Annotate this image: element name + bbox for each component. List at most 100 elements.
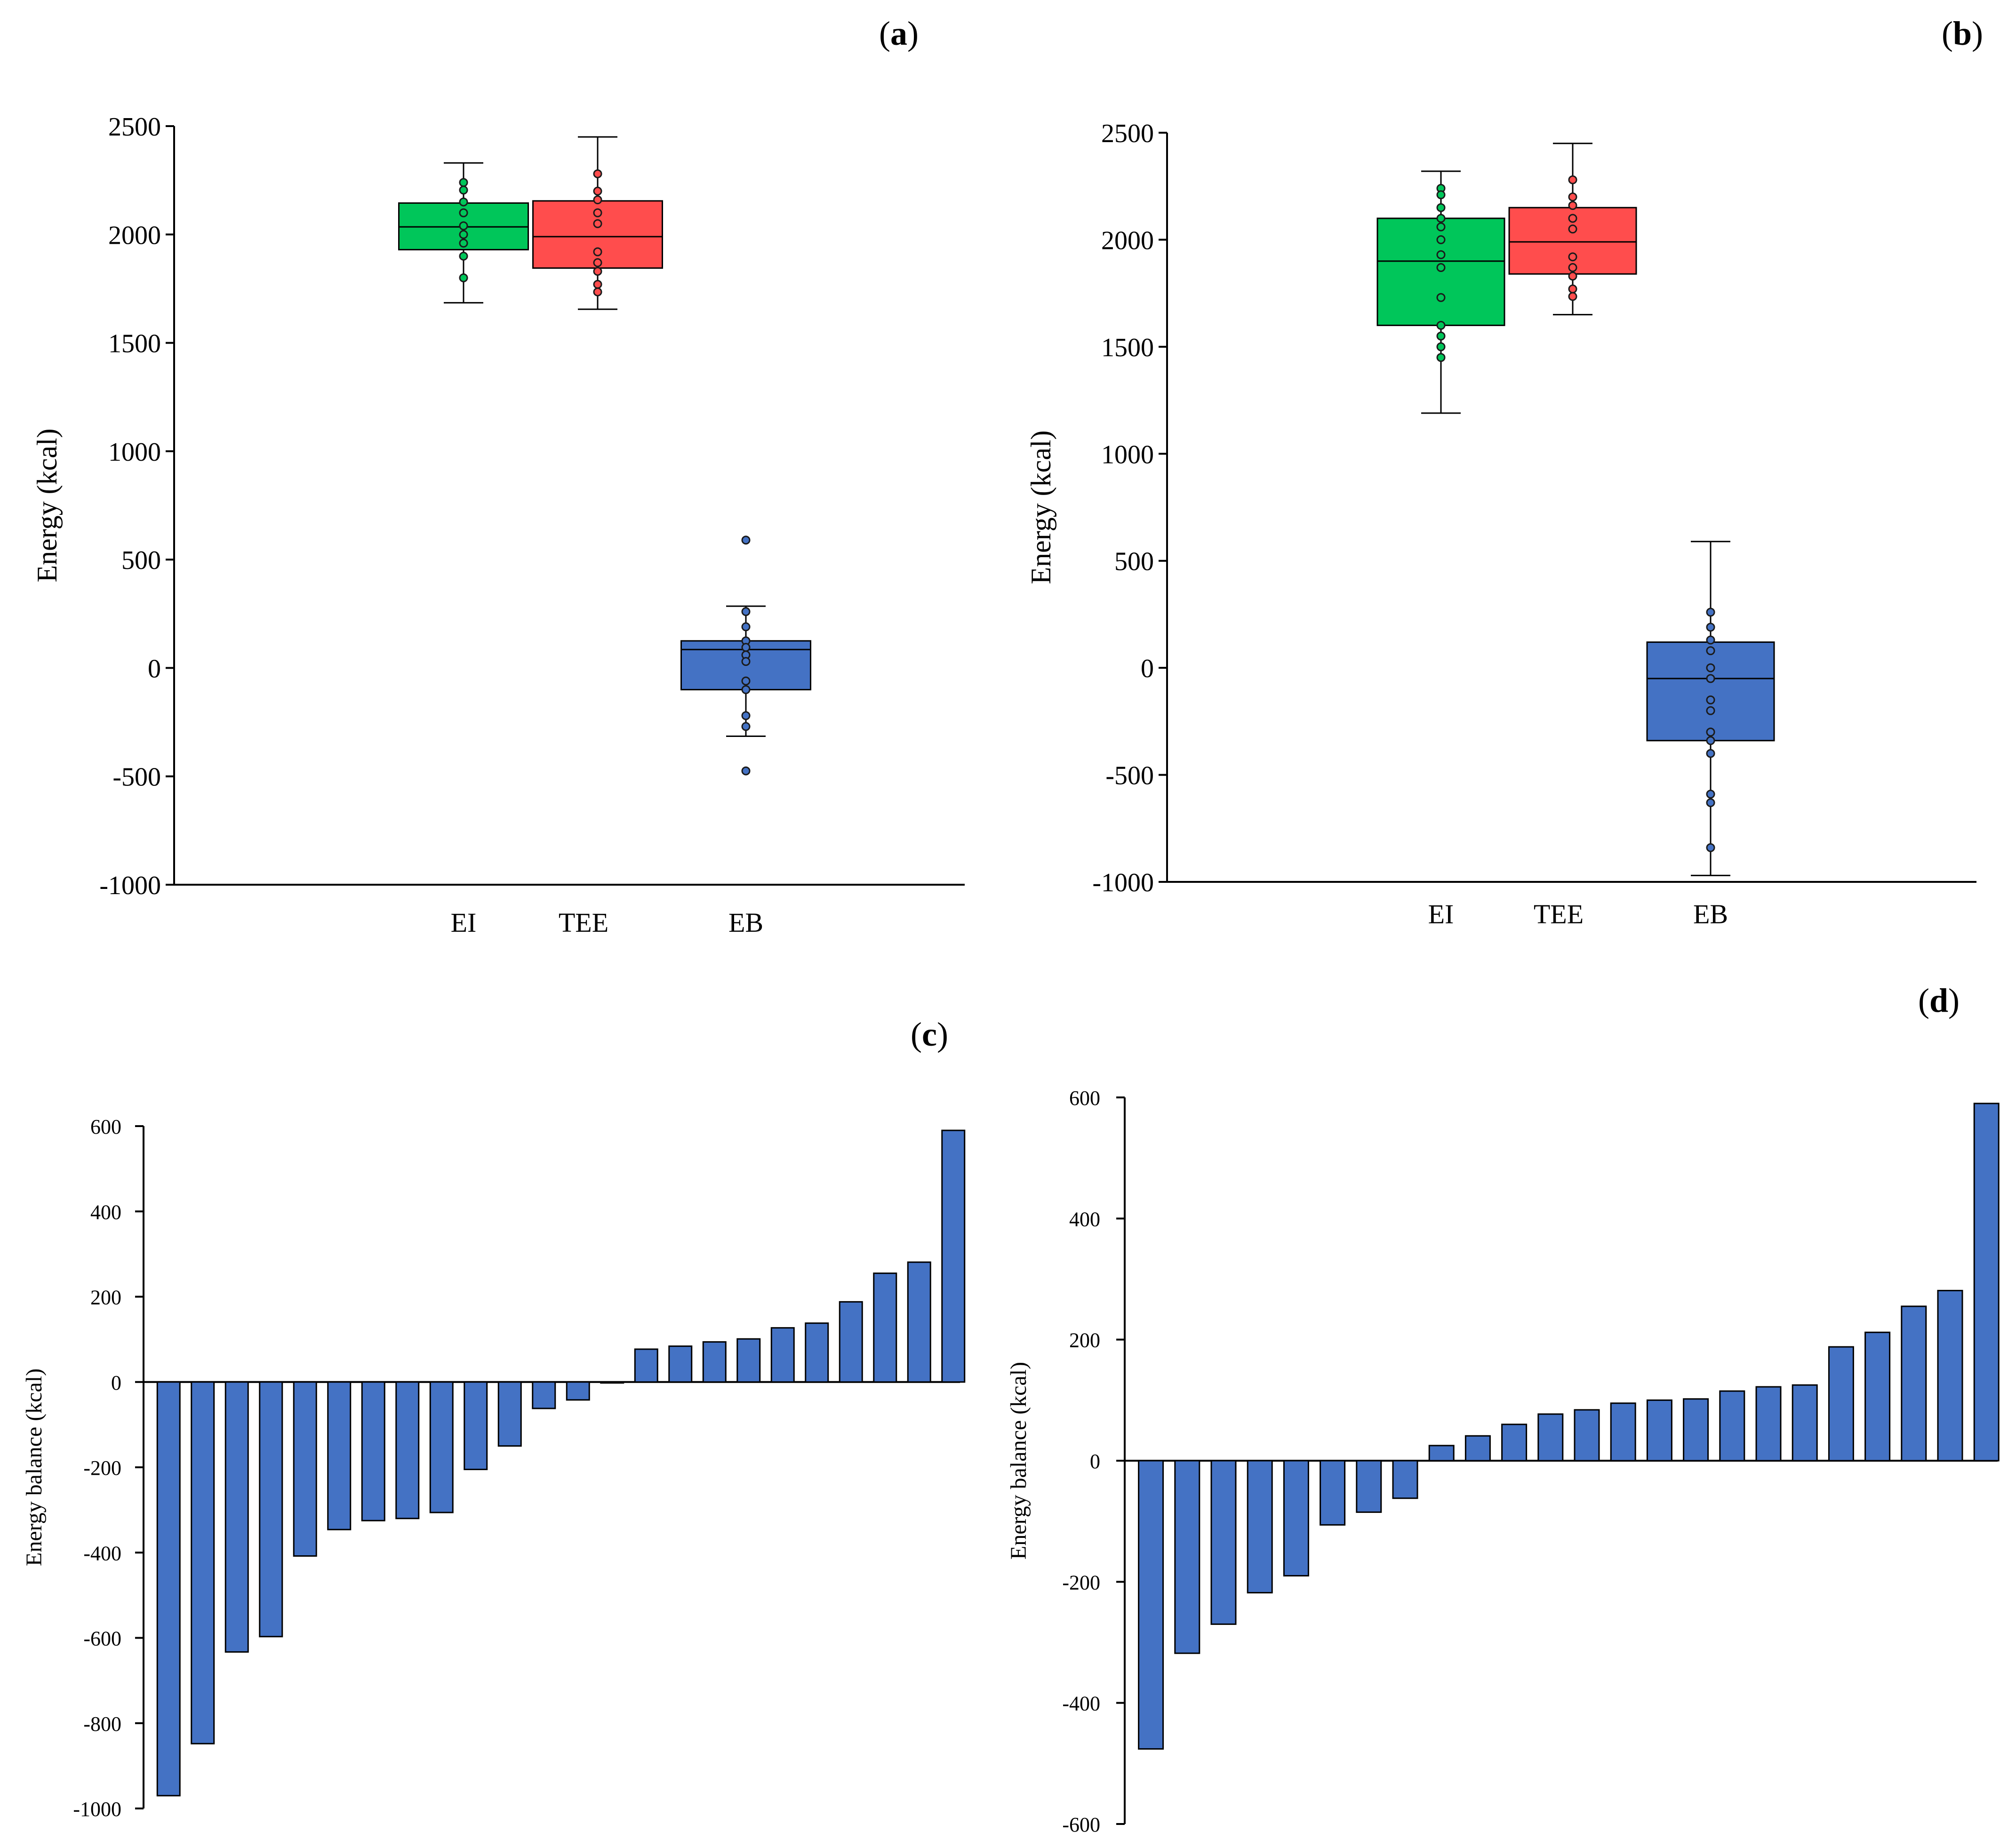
data-point (1706, 623, 1715, 632)
data-point (1706, 695, 1715, 704)
bar (770, 1327, 795, 1383)
bar (1755, 1386, 1782, 1462)
data-point (1568, 284, 1577, 294)
data-point (1568, 292, 1577, 301)
x-category-label: EB (728, 907, 763, 938)
data-point (593, 258, 602, 267)
bar (1683, 1398, 1709, 1462)
data-point (1568, 272, 1577, 281)
y-tick-label: 200 (90, 1286, 121, 1309)
data-point (1568, 252, 1577, 262)
bar (1138, 1460, 1164, 1750)
data-point (1568, 201, 1577, 210)
bar (634, 1348, 658, 1383)
bar (566, 1381, 590, 1401)
bar (1464, 1435, 1491, 1462)
data-point (1706, 736, 1715, 745)
box-tee (532, 136, 663, 310)
panel-label: (b) (1942, 15, 1983, 52)
data-point (459, 273, 468, 282)
y-tick-label: 600 (90, 1115, 121, 1138)
data-point (593, 247, 602, 256)
bar (1973, 1103, 2000, 1462)
data-point (1436, 331, 1446, 341)
data-point (593, 280, 602, 289)
panel-label: (a) (879, 15, 919, 52)
y-tick-label: 1000 (108, 438, 161, 467)
y-tick-label: -500 (1105, 761, 1154, 791)
data-point (741, 685, 751, 694)
bar (1828, 1346, 1854, 1462)
bar (497, 1381, 522, 1447)
chart-b-boxplot: (b) 2500 2000 1500 1000 500 0 -500 -1000 Energy (… (1025, 15, 1983, 929)
y-tick-label: 500 (1114, 547, 1154, 576)
y-tick-label: -400 (1062, 1692, 1100, 1715)
bar (1356, 1460, 1382, 1513)
data-point (1436, 214, 1446, 223)
y-tick-label: -800 (83, 1712, 121, 1736)
bar (1501, 1424, 1528, 1462)
box-eb (680, 536, 811, 776)
data-point (1436, 250, 1446, 259)
bar (259, 1381, 283, 1638)
bar (1320, 1460, 1346, 1526)
bar (156, 1381, 181, 1797)
data-point (459, 178, 468, 187)
data-point (1706, 663, 1715, 672)
data-point (1706, 749, 1715, 758)
y-tick-label: 400 (90, 1200, 121, 1224)
y-tick-label: 0 (111, 1371, 121, 1394)
data-point (1436, 203, 1446, 212)
data-point (1568, 192, 1577, 201)
bar (907, 1261, 931, 1383)
box-body (1646, 641, 1775, 742)
bar (1174, 1460, 1200, 1654)
data-point (1568, 263, 1577, 272)
panel-label: (d) (1918, 982, 1960, 1019)
data-point (1706, 706, 1715, 715)
data-point (1436, 342, 1446, 352)
bar (941, 1129, 966, 1383)
bar (464, 1381, 488, 1471)
bar (1864, 1331, 1891, 1462)
y-tick-label: 400 (1069, 1208, 1100, 1231)
data-point (741, 766, 751, 776)
data-point (1436, 222, 1446, 232)
data-point (1706, 843, 1715, 852)
data-point (1436, 320, 1446, 330)
data-point (593, 287, 602, 296)
y-tick-label: -1000 (99, 871, 161, 900)
y-tick-label: -500 (112, 763, 161, 792)
bar (1537, 1413, 1564, 1462)
data-point (741, 536, 751, 545)
bar (736, 1338, 761, 1383)
bar (191, 1381, 215, 1744)
data-point (1706, 674, 1715, 683)
y-tick-label: -200 (83, 1456, 121, 1480)
bar (600, 1381, 624, 1384)
bar (532, 1381, 556, 1409)
y-tick-label: 0 (1090, 1450, 1100, 1473)
bar (668, 1345, 693, 1383)
y-tick-label: -400 (83, 1542, 121, 1565)
bar (1610, 1402, 1636, 1462)
box-eb (1646, 541, 1775, 876)
x-category-label: EB (1693, 899, 1728, 929)
bar (1392, 1460, 1418, 1499)
data-point (741, 643, 751, 652)
bar (1210, 1460, 1237, 1625)
y-tick-label: 2500 (108, 112, 161, 142)
y-tick-label: 0 (148, 654, 161, 683)
data-point (741, 722, 751, 731)
y-tick-label: 500 (121, 546, 161, 575)
data-point (741, 657, 751, 666)
data-point (593, 267, 602, 276)
box-ei (398, 162, 529, 304)
x-category-label: EI (451, 907, 477, 938)
bar (1719, 1390, 1745, 1462)
box-tee (1508, 143, 1637, 316)
data-point (1568, 224, 1577, 234)
bar (1247, 1460, 1273, 1593)
data-point (1436, 263, 1446, 272)
data-point (459, 239, 468, 248)
